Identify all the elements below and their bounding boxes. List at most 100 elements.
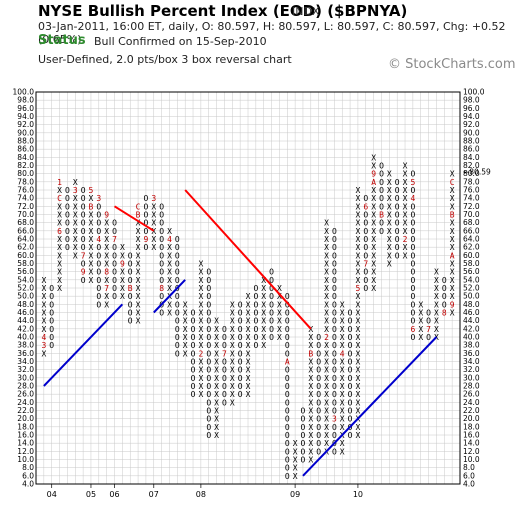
x-box: X [104,235,109,244]
o-box: O [159,260,164,269]
y-tick-label: 62.0 [463,243,480,252]
o-box: O [81,276,86,285]
x-box: X [246,325,251,334]
y-tick-label: 28.0 [463,382,480,391]
x-box: X [41,300,46,309]
x-box: X [356,333,361,342]
x-box: X [89,243,94,252]
x-box: X [450,260,455,269]
y-tick-label: 52.0 [17,284,34,293]
x-box: X [356,235,361,244]
x-box: X [198,341,203,350]
x-box: X [450,202,455,211]
o-box: O [49,284,54,293]
o-box: O [128,251,133,260]
o-box: O [112,260,117,269]
o-box: O [332,349,337,358]
x-box: X [387,178,392,187]
x-box: X [340,325,345,334]
o-box: O [65,227,70,236]
o-box: O [332,260,337,269]
o-box: O [191,317,196,326]
x-box: X [340,423,345,432]
y-tick-label: 42.0 [17,324,34,333]
month-marker: 9 [120,260,125,269]
y-tick-label: 72.0 [17,202,34,211]
o-box: O [395,178,400,187]
x-box: X [293,447,298,456]
x-box: X [371,202,376,211]
o-box: O [175,251,180,260]
o-box: O [379,227,384,236]
y-tick-label: 12.0 [17,447,34,456]
x-box: X [387,170,392,179]
o-box: O [81,194,86,203]
x-box: X [246,333,251,342]
y-tick-label: 94.0 [463,112,480,121]
x-box: X [230,398,235,407]
x-box: X [324,423,329,432]
y-tick-label: 98.0 [17,96,34,105]
o-box: O [269,317,274,326]
y-tick-label: 86.0 [463,145,480,154]
o-box: O [128,276,133,285]
o-box: O [269,268,274,277]
brand-watermark: © StockCharts.com [388,57,516,72]
x-box: X [198,333,203,342]
o-box: O [112,276,117,285]
o-box: O [363,276,368,285]
x-box: X [324,292,329,301]
o-box: O [301,423,306,432]
o-box: O [410,219,415,228]
o-box: O [96,300,101,309]
y-tick-label: 8.0 [22,463,34,472]
x-tick-label: 07 [149,490,159,499]
x-box: X [214,317,219,326]
o-box: O [285,472,290,481]
o-box: O [269,325,274,334]
o-box: O [206,431,211,440]
month-marker: 2 [198,349,203,358]
x-box: X [230,325,235,334]
o-box: O [253,300,258,309]
x-box: X [104,300,109,309]
x-box: X [403,243,408,252]
o-box: O [332,292,337,301]
o-box: O [316,390,321,399]
x-tick-label: 04 [47,490,57,499]
o-box: O [81,186,86,195]
o-box: O [175,349,180,358]
x-box: X [167,268,172,277]
o-box: O [144,202,149,211]
x-box: X [340,407,345,416]
o-box: O [191,341,196,350]
x-box: X [308,366,313,375]
x-box: X [261,284,266,293]
o-box: O [128,300,133,309]
pnf-column: XXXXXXXXXXXXXXXXXX5XXXXXXXXXXXX [356,186,361,440]
x-box: X [73,211,78,220]
o-box: O [81,235,86,244]
x-box: X [450,170,455,179]
y-tick-label: 20.0 [17,414,34,423]
x-box: X [151,219,156,228]
o-box: O [426,333,431,342]
x-box: X [57,211,62,220]
o-box: O [159,235,164,244]
x-box: X [356,194,361,203]
o-box: O [301,415,306,424]
x-box: X [198,276,203,285]
status-text: Bull Confirmed on 15-Sep-2010 [94,35,267,48]
x-box: X [324,390,329,399]
x-box: X [434,292,439,301]
y-tick-label: 44.0 [463,316,480,325]
